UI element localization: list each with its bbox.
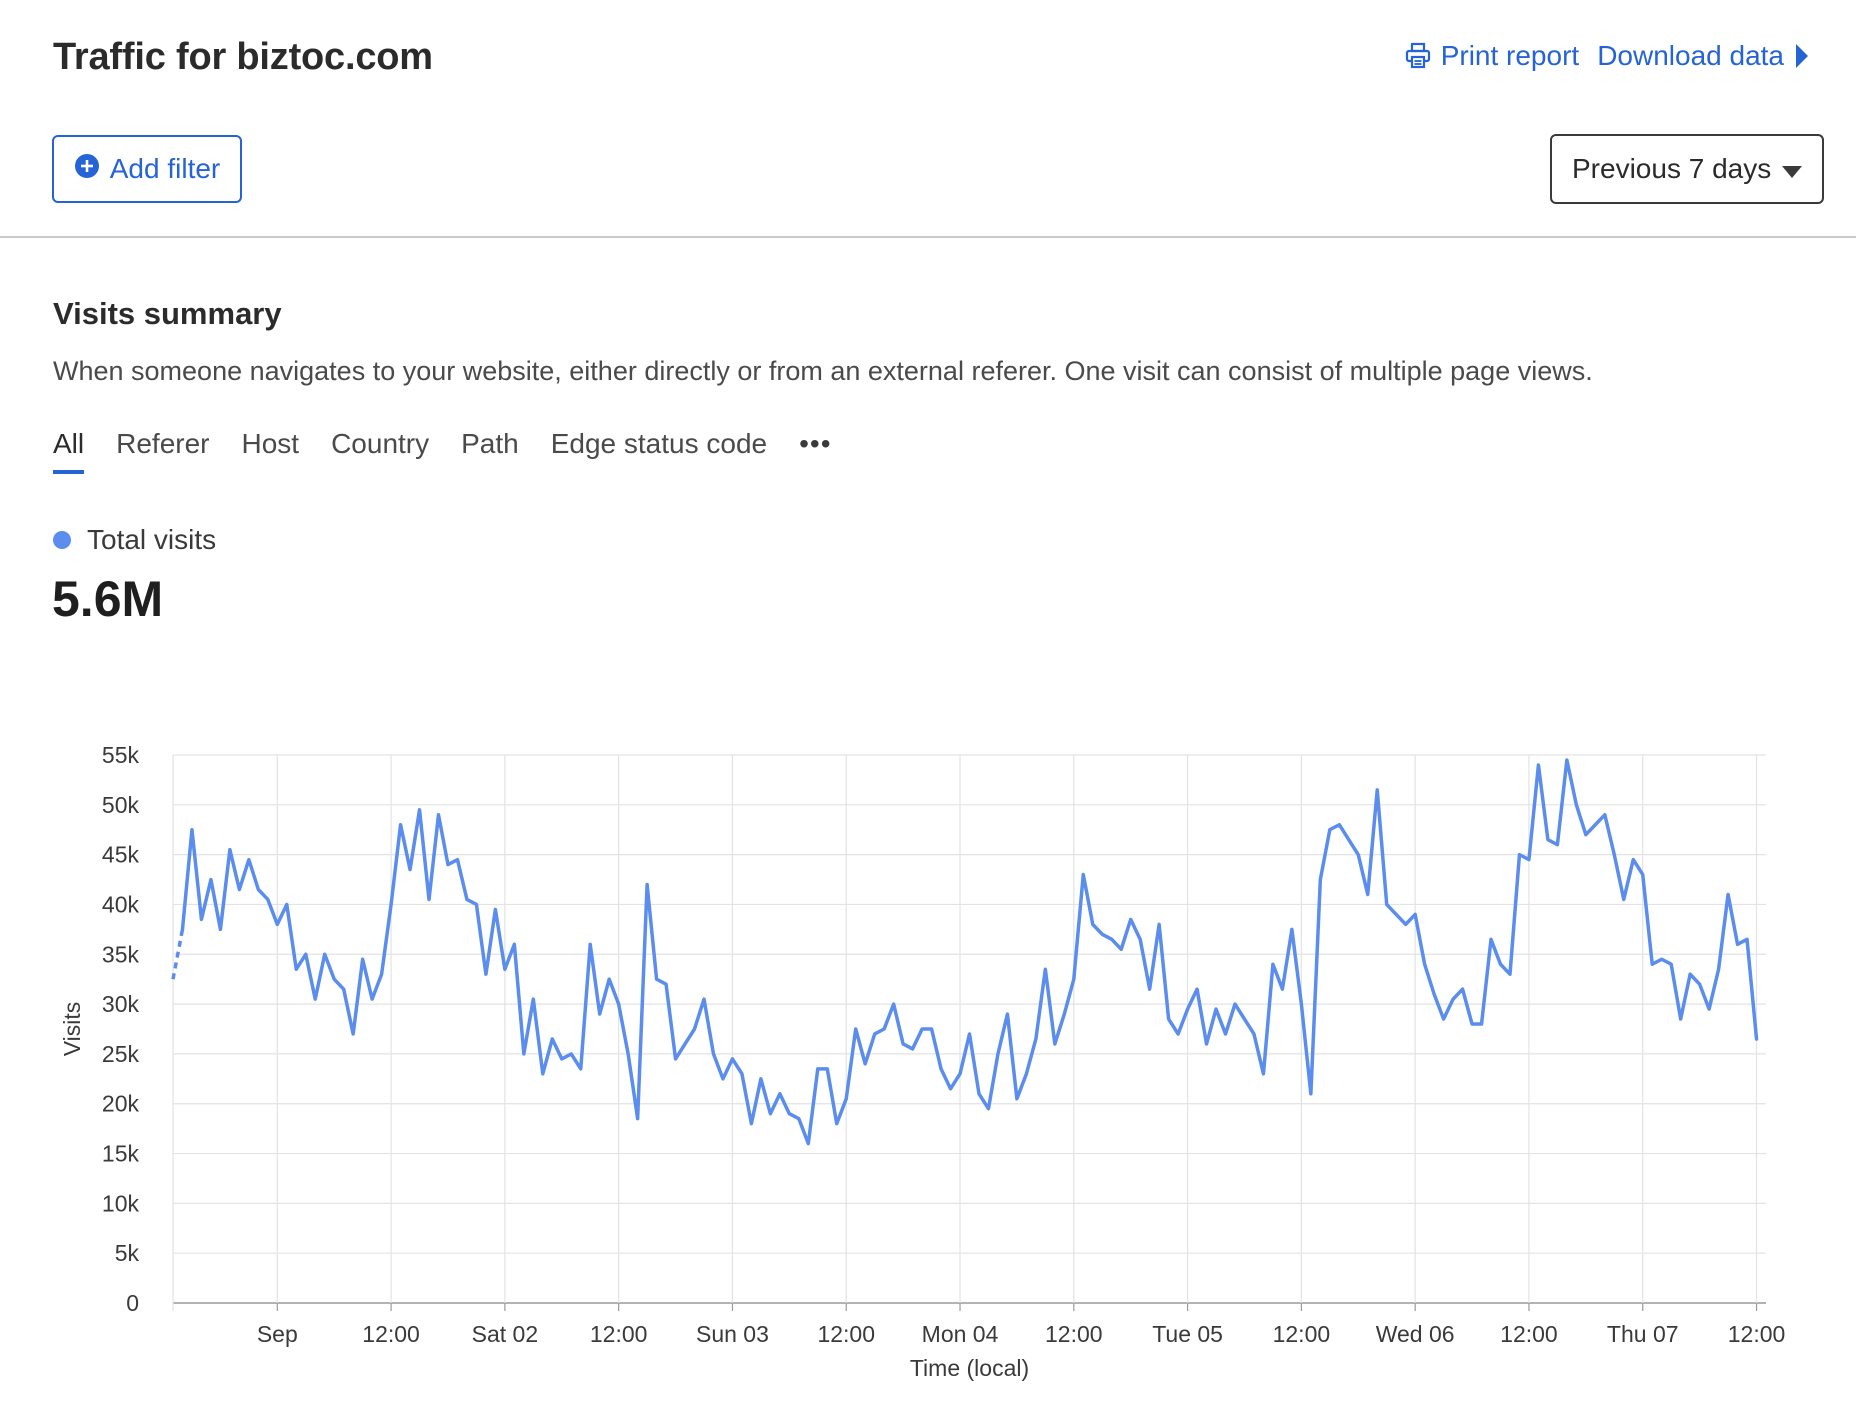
tab-path[interactable]: Path [461, 428, 519, 459]
add-filter-button[interactable]: Add filter [52, 135, 242, 203]
chevron-down-icon [1782, 153, 1802, 185]
plus-circle-icon [74, 153, 100, 186]
tab-all[interactable]: All [53, 428, 85, 474]
caret-right-icon [1794, 43, 1810, 69]
printer-icon [1405, 42, 1431, 70]
header-divider [0, 236, 1856, 238]
tab-host[interactable]: Host [241, 428, 300, 459]
chart-legend: Total visits [53, 524, 216, 556]
y-tick-label: 35k [102, 941, 140, 967]
summary-tabs: All Referer Host Country Path Edge statu… [53, 428, 832, 474]
x-tick-label: 12:00 [362, 1321, 420, 1347]
series-line-total-visits [180, 758, 1759, 1146]
print-report-link[interactable]: Print report [1405, 40, 1580, 72]
y-tick-label: 15k [102, 1141, 140, 1167]
x-tick-label: 12:00 [1045, 1321, 1103, 1347]
page-title: Traffic for biztoc.com [53, 36, 433, 78]
y-tick-label: 25k [102, 1041, 140, 1067]
x-tick-label: 12:00 [817, 1321, 875, 1347]
y-tick-label: 55k [102, 742, 140, 768]
x-tick-label: Mon 04 [922, 1321, 999, 1347]
section-description: When someone navigates to your website, … [53, 356, 1593, 386]
x-axis-title: Time (local) [910, 1355, 1029, 1381]
total-visits-value: 5.6M [52, 571, 164, 627]
print-report-label: Print report [1440, 40, 1580, 71]
y-tick-label: 45k [102, 842, 140, 868]
visits-line-chart: 0 5k 10k 15k 20k 25k 30k 35k 40k 45k 50k 55k Sep 12:0… [59, 742, 1786, 1381]
add-filter-label: Add filter [109, 153, 221, 184]
y-tick-label: 50k [102, 792, 140, 818]
download-data-label: Download data [1597, 40, 1784, 71]
y-tick-label: 10k [102, 1190, 140, 1216]
x-tick-label: 12:00 [1728, 1321, 1786, 1347]
x-tick-label: Sun 03 [696, 1321, 769, 1347]
tab-country[interactable]: Country [331, 428, 430, 459]
y-tick-label: 0 [126, 1290, 139, 1316]
x-tick-label: Tue 05 [1152, 1321, 1223, 1347]
x-tick-label: Thu 07 [1607, 1321, 1679, 1347]
y-tick-label: 5k [115, 1240, 140, 1266]
section-title: Visits summary [53, 296, 282, 331]
more-tabs-button[interactable]: ••• [799, 428, 832, 459]
series-line-dashed-start [171, 929, 185, 980]
tab-referer[interactable]: Referer [116, 428, 210, 459]
x-tick-label: 12:00 [1500, 1321, 1558, 1347]
x-tick-label: Wed 06 [1376, 1321, 1455, 1347]
period-selected-value: Previous 7 days [1572, 153, 1772, 184]
download-data-link[interactable]: Download data [1597, 40, 1810, 72]
x-tick-label: Sat 02 [472, 1321, 539, 1347]
y-tick-label: 40k [102, 891, 140, 917]
period-dropdown[interactable]: Previous 7 days [1550, 134, 1824, 204]
x-tick-label: Sep [257, 1321, 298, 1347]
legend-dot-icon [53, 531, 71, 549]
x-tick-label: 12:00 [1273, 1321, 1331, 1347]
y-tick-label: 20k [102, 1091, 140, 1117]
top-actions: Print report Download data [1405, 40, 1810, 72]
legend-label: Total visits [87, 524, 217, 555]
tab-edge-status-code[interactable]: Edge status code [550, 428, 768, 459]
y-tick-label: 30k [102, 991, 140, 1017]
x-tick-label: 12:00 [590, 1321, 648, 1347]
y-axis-title: Visits [59, 1002, 85, 1057]
